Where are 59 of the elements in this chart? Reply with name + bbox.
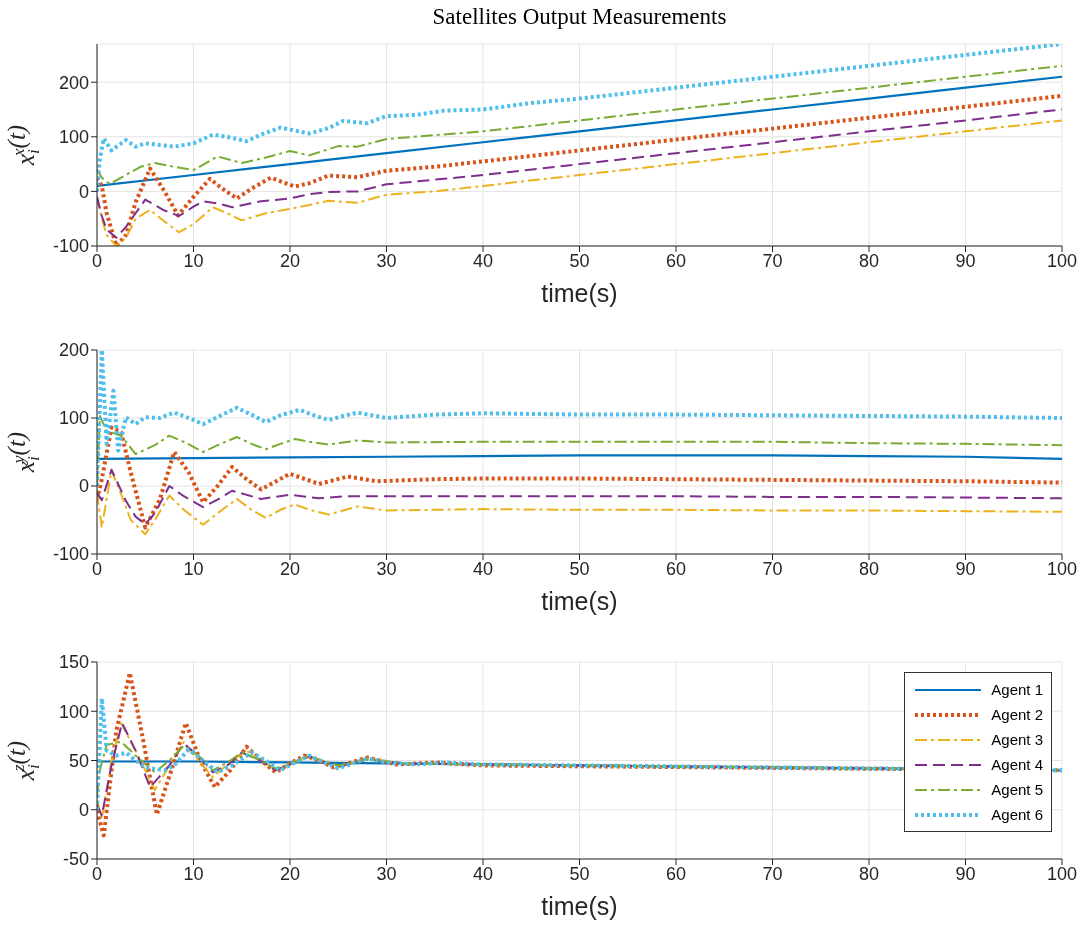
y-tick-label: 100 [58, 408, 89, 429]
y-tick-label: 200 [58, 72, 89, 93]
x-tick-label: 0 [91, 558, 103, 579]
y-tick-label: -100 [52, 544, 89, 565]
line-series [97, 696, 1062, 812]
x-tick-label: 20 [279, 250, 301, 271]
legend-label: Agent 2 [991, 706, 1043, 723]
y-tick-label: -50 [62, 849, 89, 870]
x-tick-label: 100 [1046, 250, 1078, 271]
legend-label: Agent 4 [991, 756, 1043, 773]
x-tick-label: 90 [955, 863, 976, 884]
y-tick-label: 0 [78, 800, 89, 821]
legend-label: Agent 5 [991, 781, 1043, 798]
y-tick-label: -100 [52, 236, 89, 257]
line-series [97, 425, 1062, 530]
x-tick-label: 60 [665, 558, 687, 579]
y-tick-label: 100 [58, 701, 89, 722]
x-tick-label: 60 [665, 250, 687, 271]
x-tick-label: 0 [91, 863, 103, 884]
x-tick-label: 70 [762, 558, 783, 579]
x-tick-label: 100 [1046, 558, 1078, 579]
x-tick-label: 90 [955, 250, 976, 271]
x-tick-label: 60 [665, 863, 687, 884]
x-tick-label: 70 [762, 863, 783, 884]
x-tick-label: 20 [279, 558, 301, 579]
y-tick-label: 0 [78, 476, 89, 497]
y-tick-label: 100 [58, 127, 89, 148]
x-tick-label: 30 [376, 558, 397, 579]
x-tick-label: 50 [569, 558, 590, 579]
x-tick-label: 50 [569, 250, 590, 271]
x-tick-label: 40 [472, 558, 494, 579]
x-tick-label: 100 [1046, 863, 1078, 884]
line-series [97, 468, 1062, 526]
y-tick-label: 50 [68, 750, 89, 771]
x-axis-title: time(s) [541, 892, 618, 920]
legend-label: Agent 6 [991, 806, 1043, 823]
x-tick-label: 80 [858, 863, 880, 884]
x-tick-label: 30 [376, 863, 397, 884]
x-tick-label: 10 [183, 250, 204, 271]
x-tick-label: 40 [472, 863, 494, 884]
x-tick-label: 50 [569, 863, 590, 884]
x-tick-label: 0 [91, 250, 103, 271]
x-tick-label: 20 [279, 863, 301, 884]
legend-label: Agent 1 [991, 681, 1043, 698]
legend-label: Agent 3 [991, 731, 1043, 748]
x-tick-label: 30 [376, 250, 397, 271]
y-tick-label: 0 [78, 181, 89, 202]
x-tick-label: 10 [183, 863, 204, 884]
x-tick-label: 10 [183, 558, 204, 579]
y-tick-label: 200 [58, 340, 89, 361]
x-tick-label: 80 [858, 250, 880, 271]
x-axis-title: time(s) [541, 587, 618, 615]
chart-title: Satellites Output Measurements [431, 4, 728, 30]
x-tick-label: 80 [858, 558, 880, 579]
y-tick-label: 150 [58, 652, 89, 673]
x-tick-label: 40 [472, 250, 494, 271]
x-axis-title: time(s) [541, 279, 618, 307]
x-tick-label: 70 [762, 250, 783, 271]
x-tick-label: 90 [955, 558, 976, 579]
